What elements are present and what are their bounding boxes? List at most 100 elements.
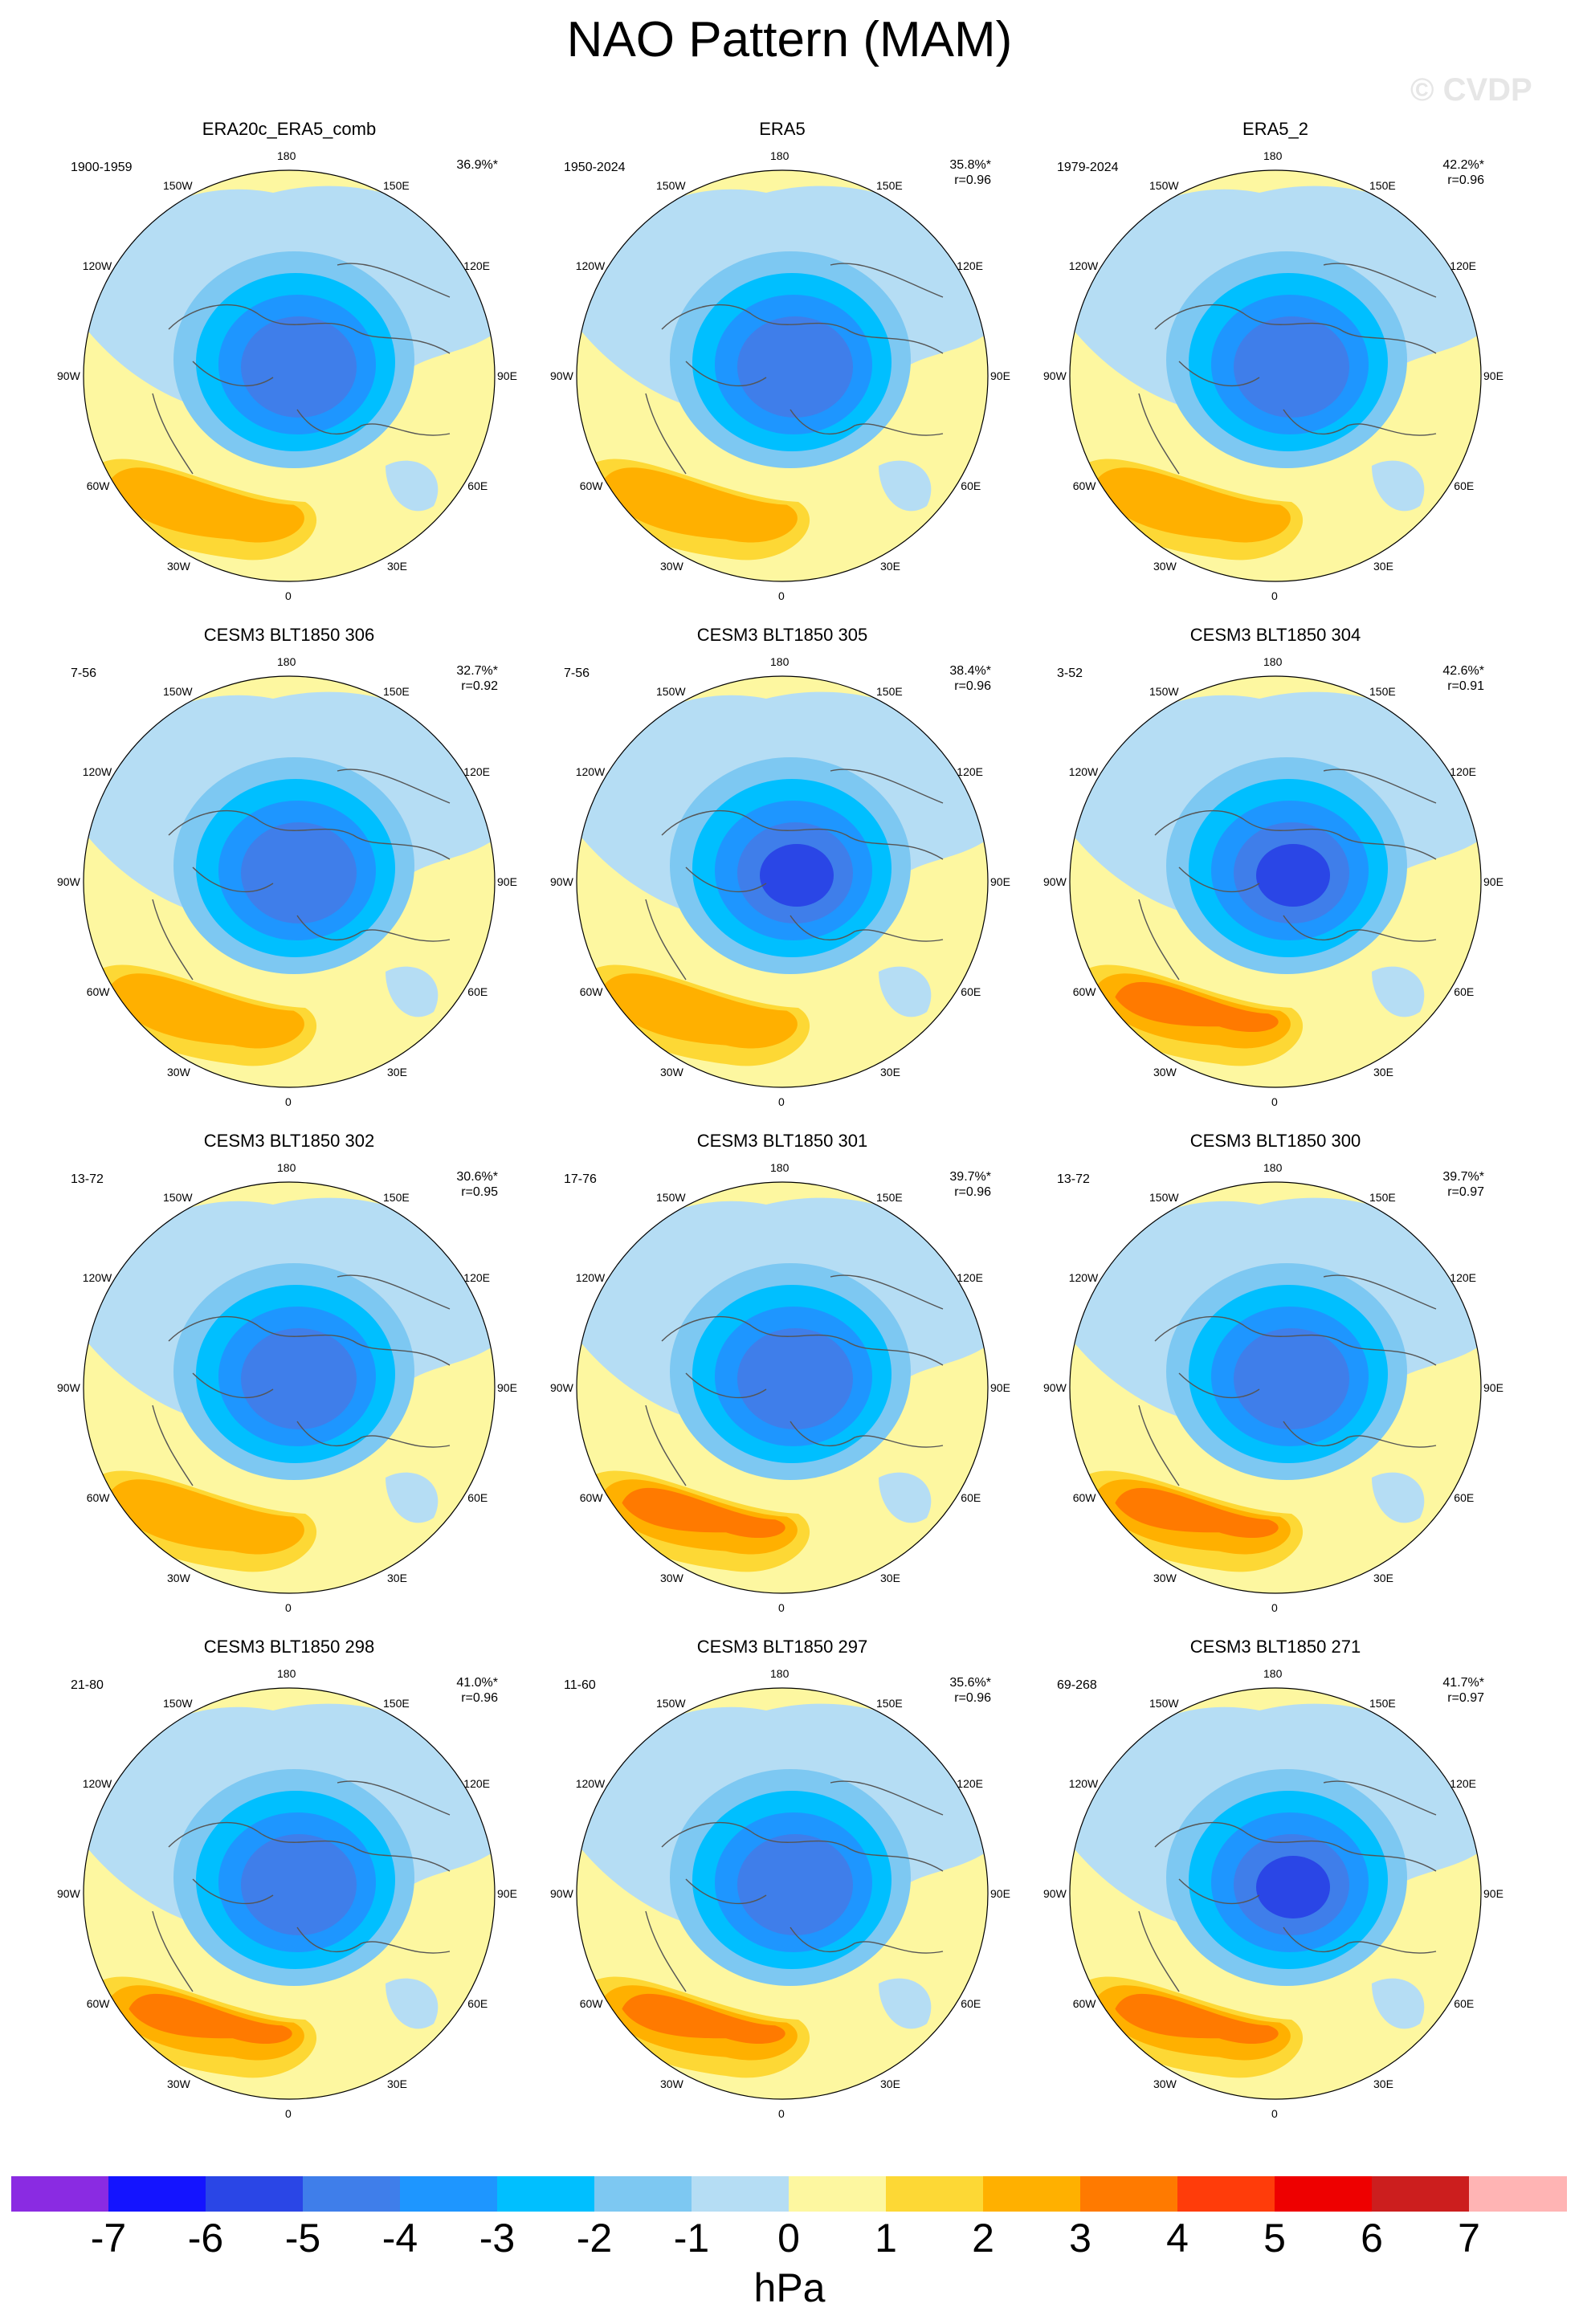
lon-label: 90E [1483,875,1504,888]
lon-label: 60E [1454,1491,1475,1504]
panel-years: 7-56 [564,667,590,680]
lon-label: 120E [1450,765,1476,778]
lon-label: 60E [467,479,488,492]
contour-high [108,467,304,543]
lon-label: 30W [1153,560,1177,573]
panel-title: ERA20c_ERA5_comb [202,119,377,139]
lon-label: 60W [1072,479,1096,492]
polar-map [576,675,989,1088]
contour-low [1234,1328,1349,1429]
lon-label: 30E [1373,560,1393,573]
lon-label: 60W [1072,985,1096,998]
map-panel: 180 150E 120E 90E 60E 30E 0 30W 60W 90W 120W 150W CE… [1018,1131,1532,1646]
panel-stats: 35.6%* r=0.96 [949,1675,991,1706]
pattern-corr: r=0.95 [461,1185,498,1199]
lon-label: 30E [387,1066,407,1079]
lon-label: 90W [1043,369,1067,382]
map-border [576,169,989,582]
lon-label: 30E [1373,1066,1393,1079]
lon-label: 30E [387,2077,407,2091]
lon-label: 30E [1373,1572,1393,1585]
colorbar-box [789,2176,887,2212]
map-panel: 180 150E 120E 90E 60E 30E 0 30W 60W 90W 120W 150W ER… [1018,119,1532,634]
lon-label: 150W [656,684,686,698]
negative-region [1372,1472,1425,1523]
lon-label: 120W [82,259,112,272]
colorbar-box [400,2176,498,2212]
lon-label: 60E [467,1491,488,1504]
lon-label: 30W [167,560,190,573]
lon-label: 90E [990,875,1010,888]
lon-label: 120E [463,1271,490,1284]
lon-label: 30E [1373,2077,1393,2091]
lon-label: 60E [961,1997,981,2010]
negative-region [386,966,439,1017]
colorbar-tick-label: 4 [1166,2216,1189,2261]
coastline [645,263,944,475]
lon-label: 120E [463,259,490,272]
lon-label: 30W [660,560,683,573]
lon-label: 120W [1068,259,1099,272]
lon-label: 60W [579,1997,603,2010]
panel-title: CESM3 BLT1850 306 [203,625,375,645]
lon-label: 90W [1043,875,1067,888]
lon-label: 150W [163,684,193,698]
polar-map [83,1687,496,2100]
lon-label: 30W [1153,1572,1177,1585]
contour-low [760,844,834,907]
lon-label: 180 [277,1161,296,1174]
panel-years: 13-72 [71,1172,104,1186]
polar-map [83,1181,496,1594]
lon-label: 60W [86,1997,110,2010]
colorbar-tick-label: -2 [576,2216,613,2261]
colorbar-box [692,2176,790,2212]
lon-label: 30W [167,2077,190,2091]
lon-label: 60E [1454,479,1475,492]
lon-label: 0 [285,2107,292,2120]
map-border [83,169,496,582]
contour-high [1115,1487,1279,1539]
lon-label: 180 [1263,1161,1283,1174]
lon-label: 30W [1153,2077,1177,2091]
lon-label: 0 [778,1095,785,1108]
lon-label: 90E [990,1381,1010,1394]
lon-label: 90W [550,1381,573,1394]
lon-label: 0 [1271,2107,1278,2120]
map-border [1069,1687,1482,2100]
lon-label: 150E [876,1190,903,1204]
polar-map [576,1687,989,2100]
lon-label: 30E [880,1572,900,1585]
lon-label: 150E [383,1190,410,1204]
colorbar-box [886,2176,984,2212]
contour-low [1256,844,1330,907]
panel-stats: 38.4%* r=0.96 [949,663,991,694]
lon-label: 90W [57,1887,80,1900]
lon-label: 60W [579,1491,603,1504]
panel-stats: 32.7%* r=0.92 [456,663,498,694]
pattern-corr: r=0.92 [461,679,498,693]
map-border [83,1687,496,2100]
lon-label: 150W [163,1696,193,1710]
lon-label: 0 [1271,1095,1278,1108]
pct-variance: 30.6%* [456,1170,498,1184]
lon-label: 150W [163,178,193,192]
panel-stats: 35.8%* r=0.96 [949,157,991,188]
contour-high [622,1993,785,2045]
panel-title: CESM3 BLT1850 301 [696,1131,868,1151]
coastline [1138,263,1437,475]
lon-label: 180 [770,1667,790,1680]
coastline [645,769,944,981]
negative-region [386,460,439,512]
map-border [1069,675,1482,1088]
lon-label: 90W [1043,1381,1067,1394]
negative-region [879,966,932,1017]
lon-label: 90E [1483,1887,1504,1900]
colorbar [11,2176,1567,2212]
coastline [1138,1274,1437,1486]
pattern-corr: r=0.96 [461,1691,498,1705]
lon-label: 150W [1149,684,1179,698]
negative-region [1372,966,1425,1017]
panel-years: 1950-2024 [564,161,626,174]
lon-label: 120W [1068,765,1099,778]
figure-title: NAO Pattern (MAM) [566,12,1013,67]
